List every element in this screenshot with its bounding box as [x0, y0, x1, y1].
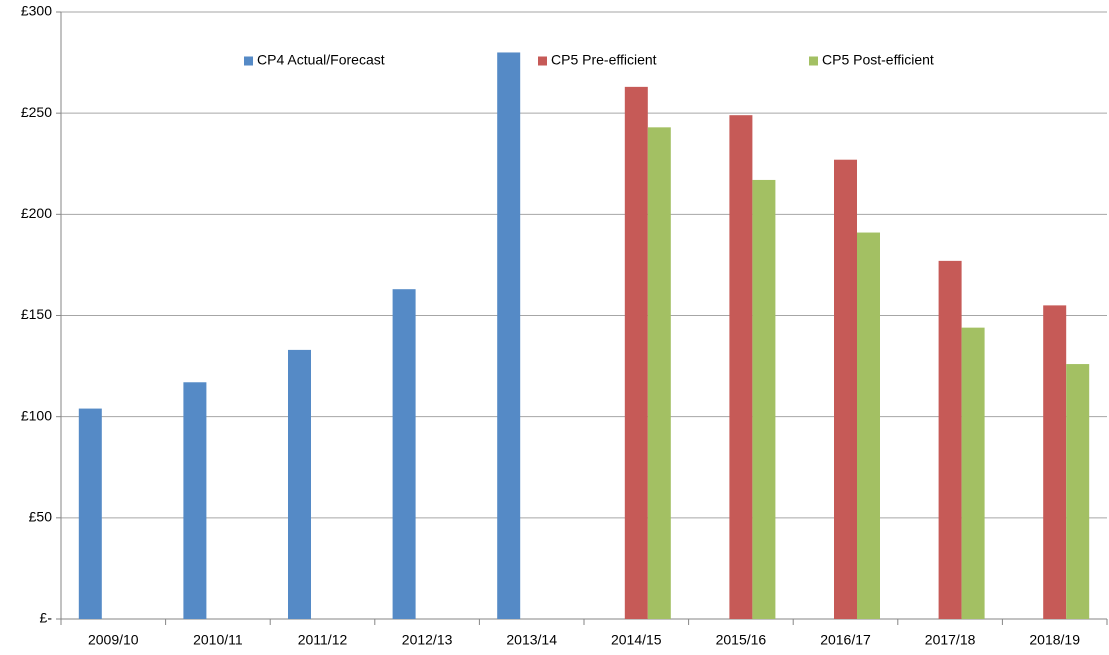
- legend-label: CP4 Actual/Forecast: [257, 52, 385, 68]
- bar: [624, 86, 648, 619]
- bar: [647, 127, 671, 619]
- x-tick-label: 2013/14: [506, 632, 557, 648]
- legend-swatch: [244, 56, 253, 66]
- legend-label: CP5 Post-efficient: [822, 52, 934, 68]
- bar: [78, 408, 102, 619]
- bar: [834, 159, 857, 619]
- x-tick-label: 2018/19: [1029, 632, 1080, 648]
- y-tick-label: £150: [21, 306, 52, 322]
- bar: [288, 349, 311, 619]
- bar: [1066, 364, 1090, 619]
- x-tick-label: 2014/15: [611, 632, 662, 648]
- bar: [961, 327, 985, 619]
- y-tick-label: £100: [21, 407, 52, 423]
- bar: [938, 260, 962, 619]
- bar: [857, 232, 880, 619]
- bar: [752, 179, 776, 620]
- bar: [497, 52, 521, 619]
- x-tick-label: 2012/13: [402, 632, 453, 648]
- x-tick-label: 2010/11: [193, 632, 243, 648]
- y-tick-label: £200: [21, 205, 52, 221]
- y-tick-label: £250: [21, 104, 52, 120]
- legend-label: CP5 Pre-efficient: [551, 52, 657, 68]
- legend-swatch: [538, 56, 547, 66]
- x-tick-label: 2011/12: [298, 632, 348, 648]
- bar: [392, 289, 416, 619]
- y-tick-label: £-: [40, 610, 53, 626]
- legend-swatch: [809, 56, 818, 66]
- bar: [183, 382, 207, 619]
- bar: [1043, 305, 1067, 619]
- x-tick-label: 2016/17: [820, 632, 871, 648]
- y-tick-label: £50: [29, 509, 53, 525]
- bar: [729, 115, 753, 619]
- x-tick-label: 2009/10: [88, 632, 139, 648]
- y-tick-label: £300: [21, 3, 52, 19]
- x-tick-label: 2017/18: [925, 632, 976, 648]
- x-tick-label: 2015/16: [716, 632, 767, 648]
